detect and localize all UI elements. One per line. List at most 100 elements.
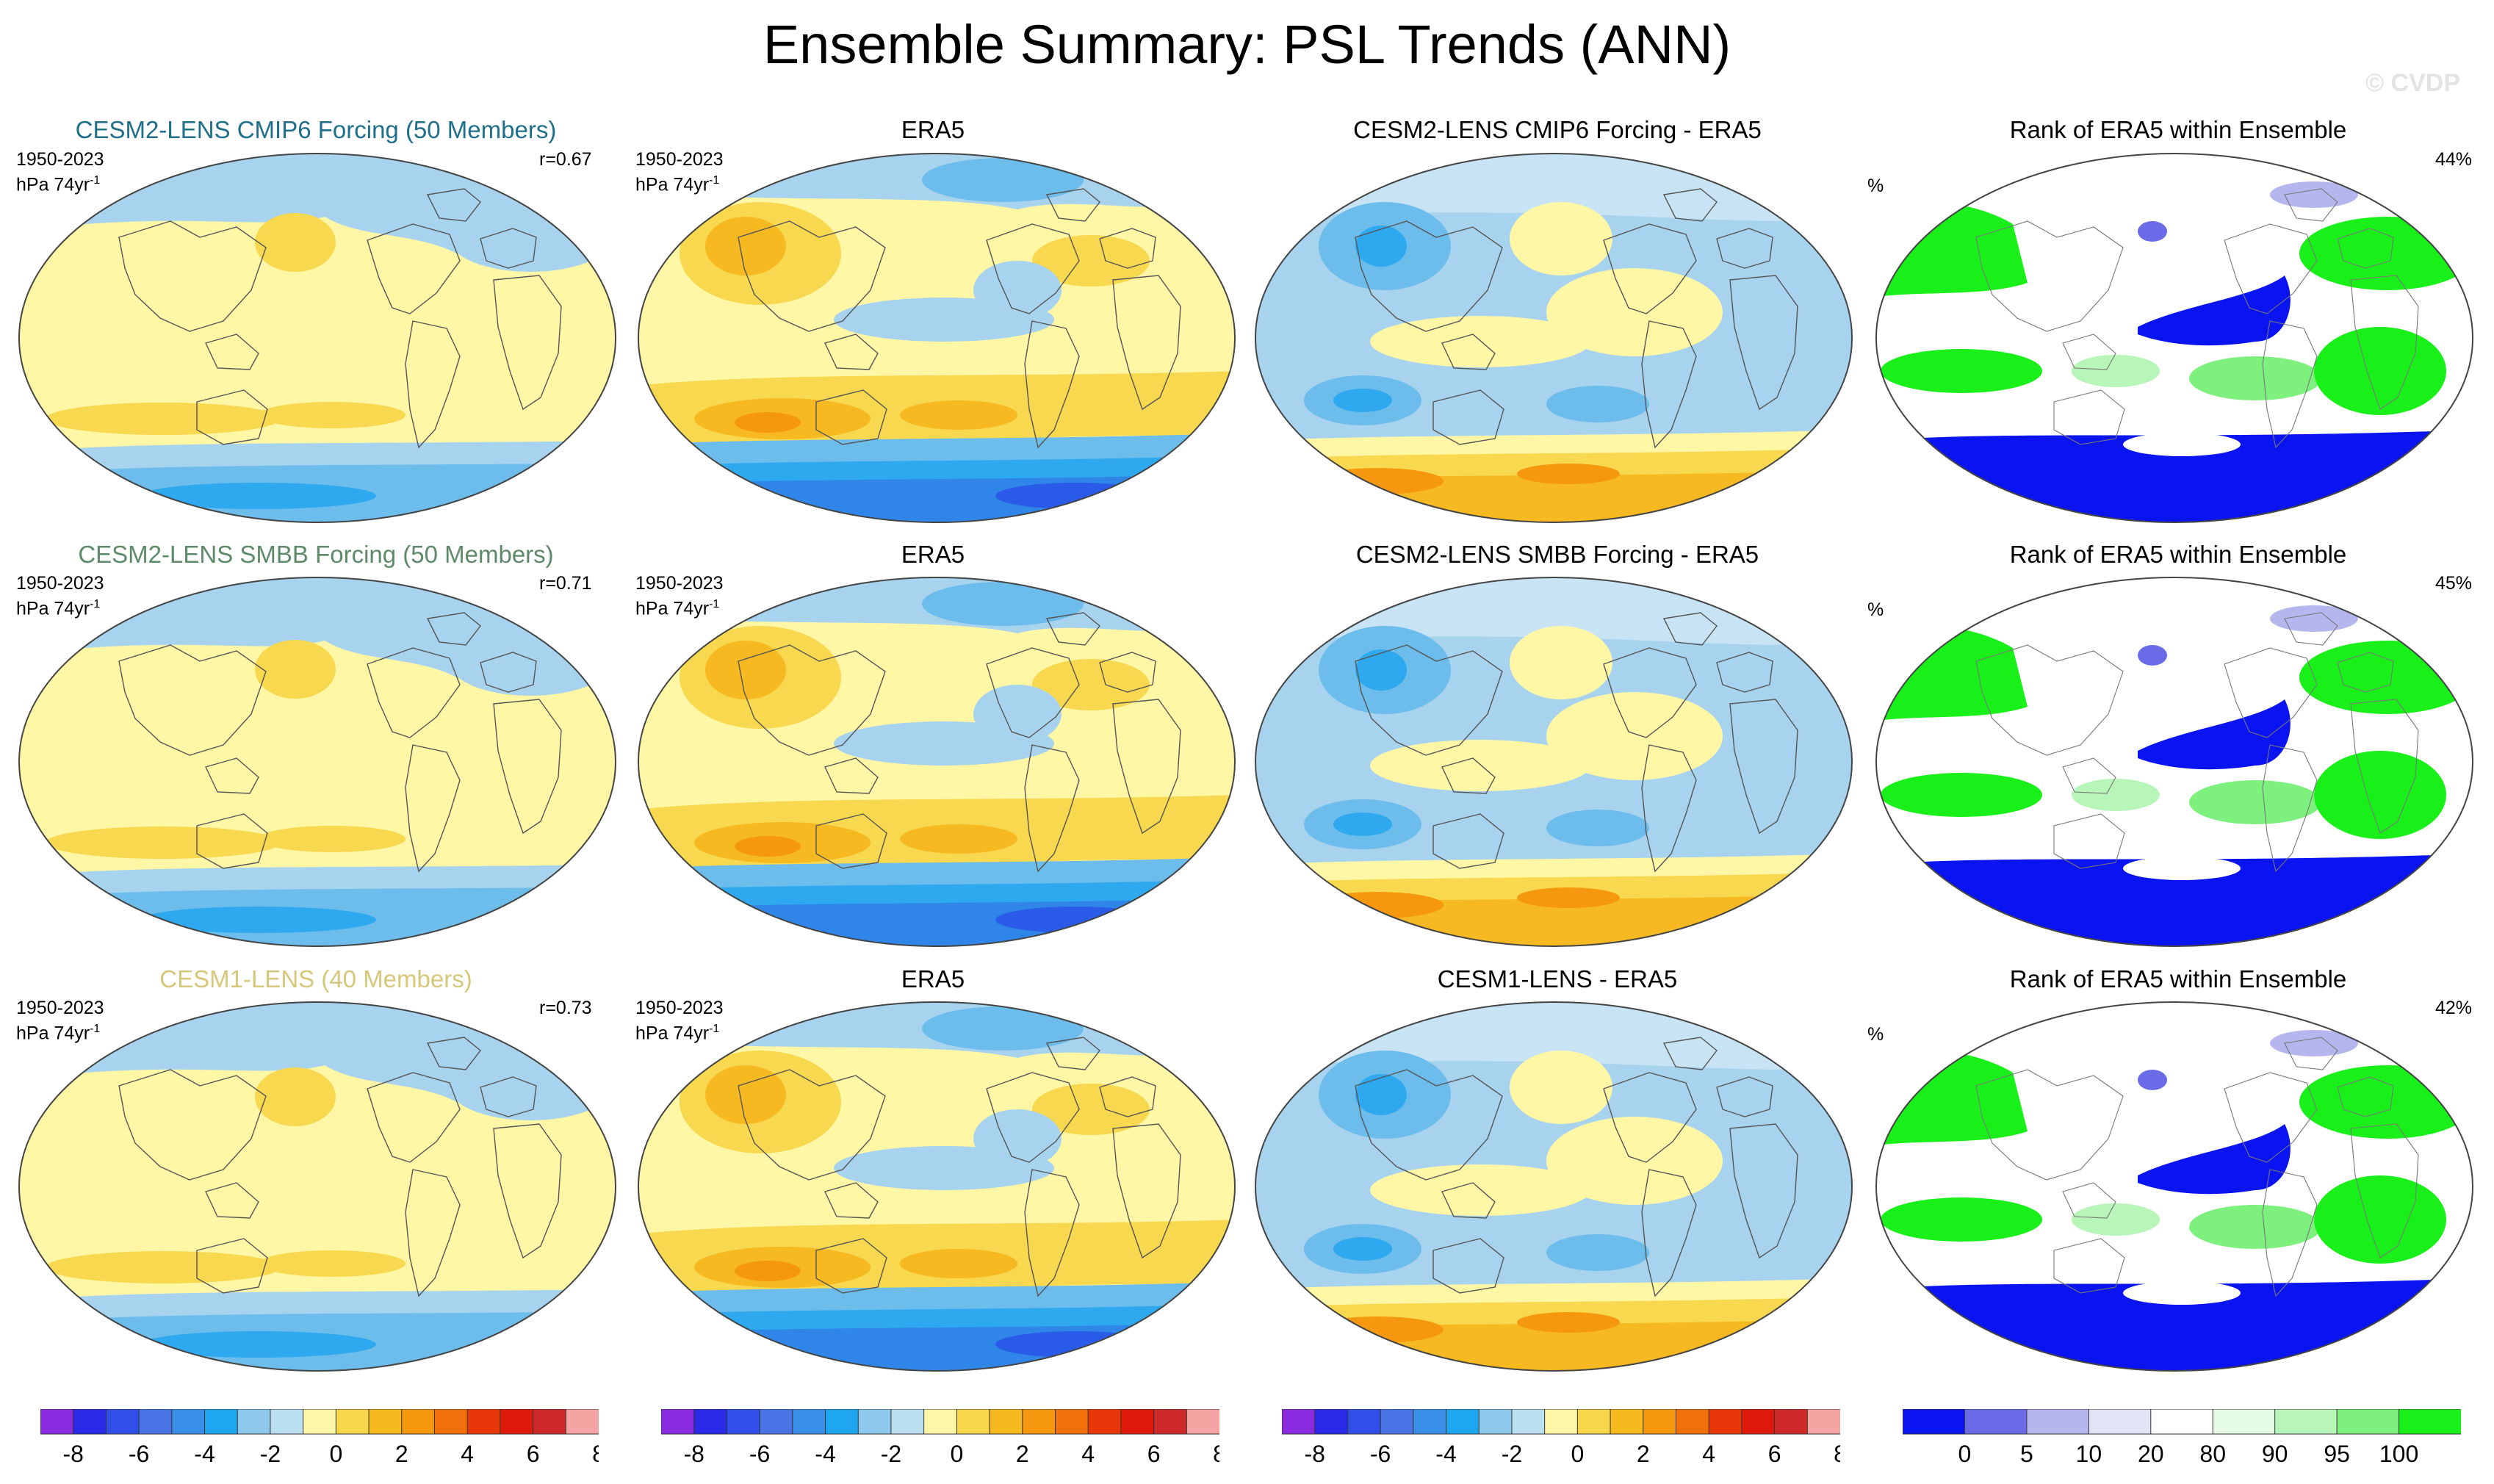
colorbar-tick-label: 100: [2379, 1441, 2418, 1467]
colorbar-swatch: [1741, 1409, 1776, 1435]
colorbar-swatch: [73, 1409, 107, 1435]
units-label: hPa 74yr-1: [16, 174, 101, 195]
diff-panel-title: CESM2-LENS CMIP6 Forcing - ERA5: [1353, 116, 1762, 143]
colorbar-swatch: [105, 1409, 140, 1435]
model-panel-title: CESM2-LENS SMBB Forcing (50 Members): [78, 541, 554, 568]
colorbar-swatch: [1511, 1409, 1546, 1435]
colorbar-tick-label: -6: [1370, 1441, 1391, 1467]
colorbar-swatch: [171, 1409, 206, 1435]
units-label: hPa 74yr-1: [635, 1023, 720, 1044]
colorbar-tick-label: -2: [1502, 1441, 1522, 1467]
colorbar-swatch: [1022, 1409, 1056, 1435]
obs-panel-title: ERA5: [901, 541, 965, 568]
correlation-label: r=0.71: [539, 573, 592, 594]
colorbar-tick-label: 0: [950, 1441, 963, 1467]
colorbar-tick-label: 95: [2324, 1441, 2350, 1467]
period-label: 1950-2023: [16, 573, 104, 594]
correlation-label: r=0.73: [539, 998, 592, 1018]
colorbar-swatch: [825, 1409, 859, 1435]
diff-map-row1: [1255, 153, 1853, 523]
rank-panel-title: Rank of ERA5 within Ensemble: [2009, 965, 2347, 993]
rank-panel-title: Rank of ERA5 within Ensemble: [2009, 541, 2347, 568]
colorbar-swatch: [1964, 1409, 2028, 1435]
model-panel-title: CESM2-LENS CMIP6 Forcing (50 Members): [75, 116, 557, 143]
rank-map-row1: [1875, 153, 2473, 523]
colorbar-tick-label: 20: [2138, 1441, 2164, 1467]
colorbar-swatch: [726, 1409, 761, 1435]
obs-map-row1: [638, 153, 1236, 523]
units-label: hPa 74yr-1: [16, 598, 101, 619]
period-label: 1950-2023: [16, 998, 104, 1018]
colorbar-tick-label: -8: [683, 1441, 704, 1467]
colorbar-swatch: [40, 1409, 74, 1435]
units-label: hPa 74yr-1: [16, 1023, 101, 1044]
model-map-row3: [18, 1001, 616, 1372]
colorbar-tick-label: -6: [129, 1441, 149, 1467]
colorbar-swatch: [1903, 1409, 1966, 1435]
colorbar-swatch: [1806, 1409, 1840, 1435]
colorbar-tick-label: 8: [592, 1441, 599, 1467]
colorbar-swatch: [270, 1409, 304, 1435]
colorbar-swatch: [792, 1409, 826, 1435]
colorbar-tick-label: 6: [527, 1441, 540, 1467]
colorbar-swatch: [1054, 1409, 1089, 1435]
colorbar-swatch: [237, 1409, 271, 1435]
colorbar-swatch: [533, 1409, 567, 1435]
colorbar-tick-label: -8: [1304, 1441, 1325, 1467]
colorbar-swatch: [368, 1409, 403, 1435]
colorbar-tick-label: 90: [2262, 1441, 2288, 1467]
colorbar-tick-label: 2: [395, 1441, 408, 1467]
colorbar-swatch: [1610, 1409, 1644, 1435]
colorbar-swatch: [433, 1409, 469, 1435]
colorbar-tick-label: 80: [2199, 1441, 2226, 1467]
colorbar-swatch: [890, 1409, 925, 1435]
diff-panel-title: CESM2-LENS SMBB Forcing - ERA5: [1355, 541, 1759, 568]
colorbar-swatch: [956, 1409, 991, 1435]
colorbar-tick-label: -6: [749, 1441, 770, 1467]
obs-panel-title: ERA5: [901, 116, 965, 143]
colorbar-tick-label: -4: [1435, 1441, 1456, 1467]
colorbar-swatch: [565, 1409, 599, 1435]
colorbar-swatch: [500, 1409, 534, 1435]
rank-percent-label: 44%: [2435, 149, 2473, 170]
period-label: 1950-2023: [635, 149, 724, 170]
colorbar-tick-label: 0: [1958, 1441, 1972, 1467]
diff-map-row2: [1255, 577, 1853, 947]
units-label: hPa 74yr-1: [635, 598, 720, 619]
colorbar-tick-label: 4: [1081, 1441, 1095, 1467]
colorbar-swatch: [1478, 1409, 1513, 1435]
colorbar-swatch: [989, 1409, 1023, 1435]
rank-map-row2: [1875, 577, 2473, 947]
model-map-row2: [18, 577, 616, 947]
rank-percent-label: 45%: [2435, 573, 2473, 594]
colorbar-swatch: [1413, 1409, 1447, 1435]
colorbar-swatch: [2088, 1409, 2152, 1435]
colorbar-swatch: [1675, 1409, 1710, 1435]
colorbar-tick-label: 2: [1637, 1441, 1650, 1467]
colorbar-tick-label: -8: [62, 1441, 83, 1467]
colorbar-tick-label: 5: [2020, 1441, 2033, 1467]
colorbar-swatch: [2212, 1409, 2276, 1435]
percent-units-label: %: [1867, 1024, 1884, 1045]
colorbar-swatch: [693, 1409, 728, 1435]
colorbar-tick-label: 8: [1213, 1441, 1219, 1467]
colorbar-swatch: [1314, 1409, 1349, 1435]
colorbar-swatch: [204, 1409, 239, 1435]
rank-map-row3: [1875, 1001, 2473, 1372]
colorbar-swatch: [1120, 1409, 1155, 1435]
model-panel-title: CESM1-LENS (40 Members): [159, 965, 472, 993]
colorbar-tick-label: 2: [1016, 1441, 1029, 1467]
colorbar-swatch: [923, 1409, 958, 1435]
colorbar-tick-label: 4: [461, 1441, 474, 1467]
cvdp-watermark: © CVDP: [2365, 69, 2460, 97]
colorbar-swatch: [1774, 1409, 1809, 1435]
units-label: hPa 74yr-1: [635, 174, 720, 195]
period-label: 1950-2023: [635, 573, 724, 594]
colorbar-swatch: [2336, 1409, 2400, 1435]
colorbar-tick-label: 6: [1147, 1441, 1161, 1467]
diff-map-row3: [1255, 1001, 1853, 1372]
obs-map-row2: [638, 577, 1236, 947]
colorbar-tick-label: 8: [1834, 1441, 1840, 1467]
colorbar-swatch: [1544, 1409, 1579, 1435]
colorbar-tick-label: -4: [815, 1441, 835, 1467]
